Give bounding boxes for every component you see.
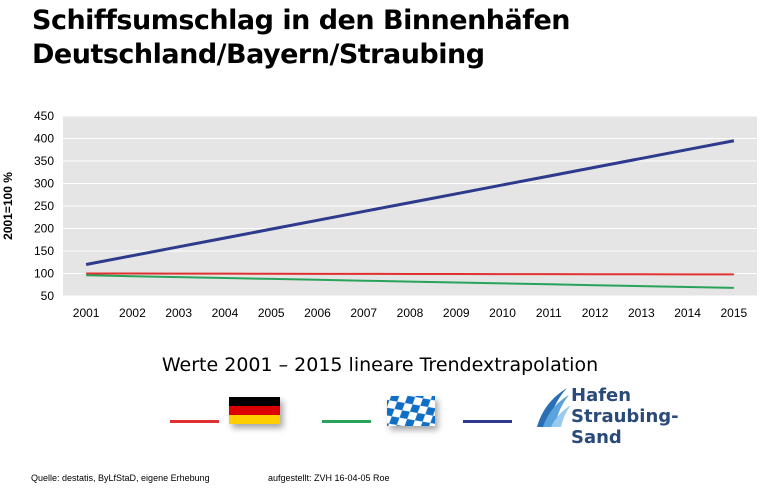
y-tick-label: 350	[34, 154, 54, 168]
series-line-bayern	[86, 274, 734, 289]
y-tick-label: 50	[41, 289, 55, 303]
x-tick-label: 2003	[165, 306, 192, 320]
legend-line-bayern	[322, 420, 371, 423]
x-tick-label: 2014	[674, 306, 701, 320]
x-tick-label: 2002	[119, 306, 146, 320]
series-lines	[85, 139, 735, 289]
y-tick-label: 400	[34, 132, 54, 146]
flag-stripe-black	[229, 397, 280, 406]
page-title: Schiffsumschlag in den Binnenhäfen Deuts…	[32, 4, 571, 72]
y-tick-label: 200	[34, 222, 54, 236]
source-note: Quelle: destatis, ByLfStaD, eigene Erheb…	[31, 473, 210, 483]
x-tick-label: 2006	[304, 306, 331, 320]
x-axis-ticks: 2001 2002 2003 2004 2005 2006 2007 2008 2009 2010…	[73, 306, 748, 320]
y-tick-label: 250	[34, 199, 54, 213]
y-axis-ticks: 50 100 150 200 250 300 350 400 450	[34, 109, 54, 303]
legend-line-straubing	[463, 420, 512, 423]
y-tick-label: 150	[34, 244, 54, 258]
y-tick-label: 100	[34, 267, 54, 281]
x-tick-label: 2015	[721, 306, 748, 320]
y-tick-label: 300	[34, 177, 54, 191]
legend-line-deutschland	[170, 420, 219, 423]
flag-stripe-gold	[229, 415, 280, 424]
x-tick-label: 2010	[489, 306, 516, 320]
x-tick-label: 2001	[73, 306, 100, 320]
logo-text: Hafen Straubing-Sand	[571, 385, 723, 448]
x-tick-label: 2005	[258, 306, 285, 320]
series-line-deutschland	[86, 272, 734, 276]
x-tick-label: 2004	[212, 306, 239, 320]
flag-stripe-red	[229, 406, 280, 415]
harbor-logo-icon	[537, 388, 571, 427]
x-tick-label: 2008	[397, 306, 424, 320]
logo-line-2: Straubing-Sand	[571, 406, 679, 448]
series-line-hafen-straubing-sand	[85, 139, 735, 266]
title-line-1: Schiffsumschlag in den Binnenhäfen	[32, 5, 571, 36]
x-tick-label: 2012	[582, 306, 609, 320]
y-tick-label: 450	[34, 109, 54, 123]
x-tick-label: 2009	[443, 306, 470, 320]
title-line-2: Deutschland/Bayern/Straubing	[32, 39, 485, 70]
hafen-straubing-logo: Hafen Straubing-Sand	[533, 385, 723, 448]
chart-subtitle: Werte 2001 – 2015 lineare Trendextrapola…	[161, 354, 599, 376]
bavaria-flag-icon	[387, 396, 435, 426]
x-tick-label: 2011	[536, 306, 562, 320]
germany-flag-icon	[229, 397, 280, 424]
logo-line-1: Hafen	[571, 385, 632, 406]
x-tick-label: 2013	[628, 306, 655, 320]
created-note: aufgestellt: ZVH 16-04-05 Roe	[268, 473, 390, 483]
y-axis-label: 2001=100 %	[1, 172, 15, 240]
x-tick-label: 2007	[350, 306, 377, 320]
